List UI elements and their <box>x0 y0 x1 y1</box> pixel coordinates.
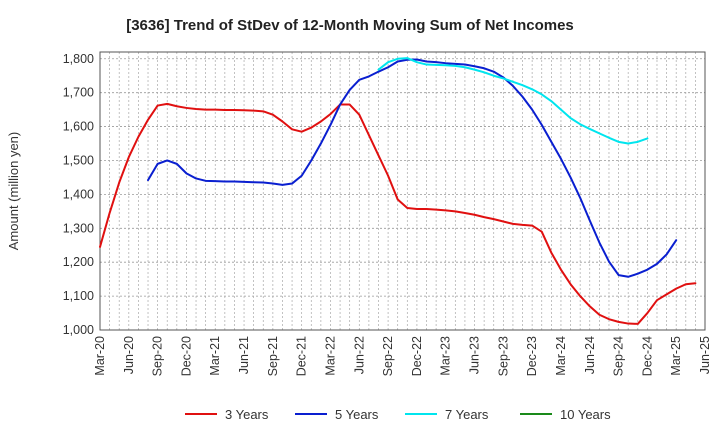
x-tick-label: Mar-25 <box>669 336 683 376</box>
x-tick-label: Sep-23 <box>496 336 510 376</box>
x-tick-label: Mar-23 <box>439 336 453 376</box>
legend-label: 3 Years <box>225 407 269 422</box>
y-axis: 1,000 1,100 1,200 1,300 1,400 1,500 1,600 1,700… <box>63 52 94 337</box>
x-tick-label: Sep-22 <box>381 336 395 376</box>
y-tick-label: 1,200 <box>63 255 94 269</box>
x-tick-label: Sep-20 <box>151 336 165 376</box>
x-axis: Mar-20 Jun-20 Sep-20 Dec-20 Mar-21 Jun-21 Sep-… <box>93 336 712 376</box>
legend: 3 Years 5 Years 7 Years 10 Years <box>185 407 611 422</box>
y-axis-label: Amount (million yen) <box>6 132 21 251</box>
y-tick-label: 1,500 <box>63 153 94 167</box>
x-tick-label: Dec-22 <box>410 336 424 376</box>
grid <box>100 52 705 331</box>
x-tick-label: Mar-22 <box>323 336 337 376</box>
series-line-7-years <box>377 57 649 145</box>
x-tick-label: Dec-21 <box>295 336 309 376</box>
chart-title: [3636] Trend of StDev of 12-Month Moving… <box>126 17 574 34</box>
y-tick-label: 1,300 <box>63 221 94 235</box>
x-tick-label: Dec-20 <box>179 336 193 376</box>
legend-label: 7 Years <box>445 407 489 422</box>
y-tick-label: 1,100 <box>63 289 94 303</box>
x-tick-label: Jun-23 <box>468 336 482 374</box>
y-tick-label: 1,600 <box>63 120 94 134</box>
x-tick-label: Dec-24 <box>640 336 654 376</box>
legend-label: 5 Years <box>335 407 379 422</box>
y-tick-label: 1,000 <box>63 323 94 337</box>
x-tick-label: Sep-24 <box>612 336 626 376</box>
x-tick-label: Jun-25 <box>698 336 712 374</box>
y-tick-label: 1,800 <box>63 52 94 66</box>
x-tick-label: Sep-21 <box>266 336 280 376</box>
x-tick-label: Mar-24 <box>554 336 568 376</box>
x-tick-label: Jun-24 <box>583 336 597 374</box>
plot-area <box>99 51 706 331</box>
x-tick-label: Jun-22 <box>352 336 366 374</box>
y-tick-label: 1,700 <box>63 86 94 100</box>
x-tick-label: Dec-23 <box>525 336 539 376</box>
x-tick-label: Jun-20 <box>122 336 136 374</box>
x-tick-label: Mar-20 <box>93 336 107 376</box>
series-line-5-years <box>147 58 678 278</box>
series-line-3-years <box>99 102 697 325</box>
x-tick-label: Mar-21 <box>208 336 222 376</box>
legend-label: 10 Years <box>560 407 611 422</box>
x-tick-label: Jun-21 <box>237 336 251 374</box>
series-lines <box>99 57 697 325</box>
y-tick-label: 1,400 <box>63 187 94 201</box>
